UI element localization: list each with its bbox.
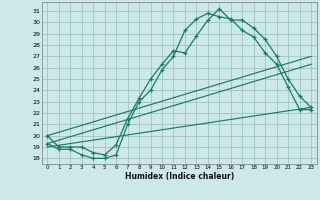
X-axis label: Humidex (Indice chaleur): Humidex (Indice chaleur) <box>124 172 234 181</box>
